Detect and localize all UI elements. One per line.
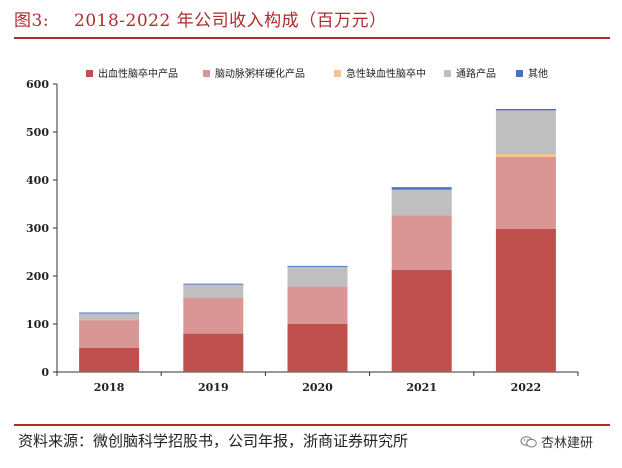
bar-segment <box>391 187 452 190</box>
figure-label: 图3: <box>14 11 50 31</box>
bar-segment <box>287 324 348 372</box>
y-tick-label: 200 <box>26 270 49 283</box>
y-tick-label: 300 <box>26 222 49 235</box>
bar-segment <box>183 284 244 298</box>
bar-segment <box>495 228 556 372</box>
legend-label: 脑动脉粥样硬化产品 <box>215 67 305 80</box>
x-tick-label: 2020 <box>302 381 333 394</box>
legend-label: 出血性脑卒中产品 <box>98 67 178 80</box>
bar-segment <box>183 283 244 285</box>
bar-segment <box>183 333 244 372</box>
legend-label: 急性缺血性脑卒中 <box>346 67 426 80</box>
bar-segment <box>79 320 140 348</box>
bar-segment <box>391 269 452 372</box>
legend-swatch <box>516 70 523 77</box>
bar-segment <box>287 266 348 287</box>
bar-segment <box>79 312 140 314</box>
x-tick-label: 2019 <box>198 381 229 394</box>
bar-segment <box>287 286 348 324</box>
bar-segment <box>391 215 452 270</box>
bar-segment <box>495 110 556 155</box>
bar-segment <box>391 189 452 216</box>
figure-title: 图3: 2018-2022 年公司收入构成（百万元） <box>14 6 387 31</box>
x-tick-label: 2021 <box>406 381 437 394</box>
source-note: 资料来源：微创脑科学招股书，公司年报，浙商证券研究所 <box>18 432 409 450</box>
wechat-icon <box>520 436 537 448</box>
legend-swatch <box>86 70 93 77</box>
legend-label: 其他 <box>528 67 548 80</box>
bar-segment <box>495 154 556 157</box>
y-tick-label: 500 <box>26 126 49 139</box>
brand-mark: 杏林建研 <box>520 432 593 451</box>
figure-title-text: 2018-2022 年公司收入构成（百万元） <box>74 11 387 31</box>
bottom-rule <box>14 424 610 426</box>
legend-swatch <box>334 70 341 77</box>
legend-swatch <box>444 70 451 77</box>
bar-segment <box>79 348 140 372</box>
y-tick-label: 100 <box>26 318 49 331</box>
bar-segment <box>183 297 244 334</box>
bar-segment <box>495 108 556 111</box>
bar-segment <box>79 313 140 321</box>
x-tick-label: 2022 <box>511 381 542 394</box>
bar-segment <box>287 265 348 267</box>
top-rule <box>14 37 610 39</box>
x-tick-label: 2018 <box>94 381 125 394</box>
y-tick-label: 400 <box>26 174 49 187</box>
legend-swatch <box>203 70 210 77</box>
y-tick-label: 600 <box>26 78 49 91</box>
brand-name: 杏林建研 <box>541 436 594 451</box>
bar-segment <box>495 156 556 229</box>
y-tick-label: 0 <box>41 366 49 379</box>
legend-label: 通路产品 <box>456 67 496 80</box>
